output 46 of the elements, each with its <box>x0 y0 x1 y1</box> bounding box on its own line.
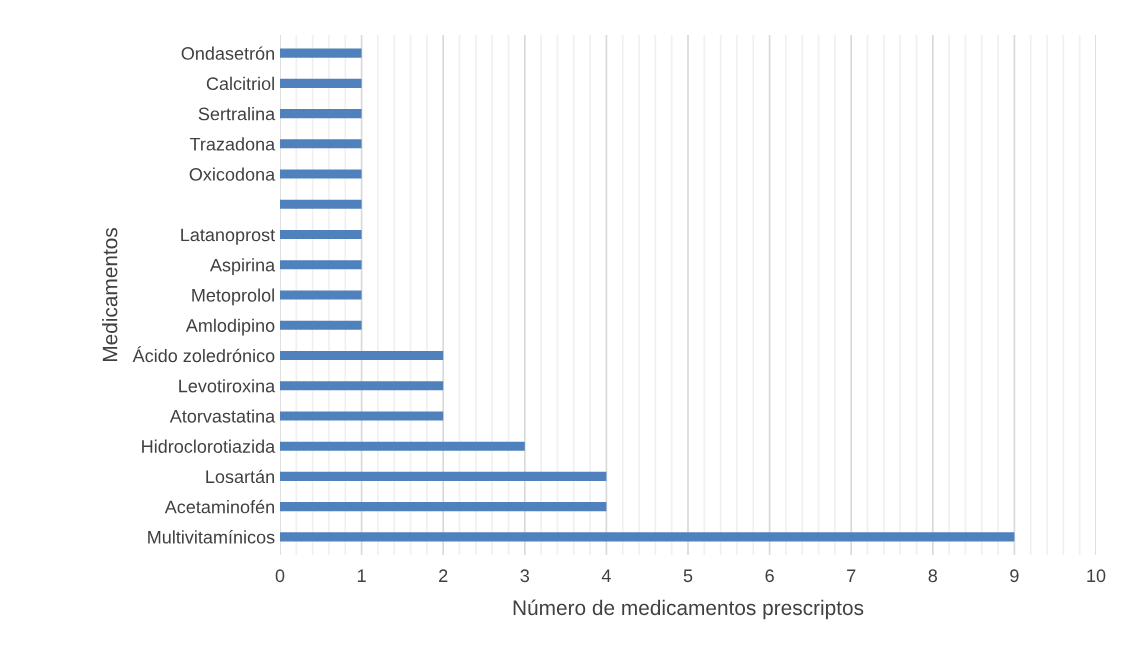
y-tick-label: Losartán <box>206 469 274 484</box>
x-tick-label: 6 <box>765 569 774 583</box>
y-tick-label: Ondasetrón <box>181 46 274 60</box>
bar <box>280 290 362 300</box>
x-tick-label: 0 <box>275 569 285 583</box>
bar <box>280 381 444 391</box>
x-tick-label: 8 <box>928 569 938 583</box>
x-tick-label: 5 <box>683 569 693 583</box>
x-tick-label: 9 <box>1010 569 1019 583</box>
x-tick-label: 7 <box>847 569 856 582</box>
x-tick-label: 2 <box>439 569 448 582</box>
bar <box>280 471 607 481</box>
bar <box>280 260 362 270</box>
bar <box>280 109 362 119</box>
y-tick-label: Levotiroxina <box>179 379 276 393</box>
x-tick-label: 1 <box>357 569 366 582</box>
y-tick-label: Ácido zoledrónico <box>132 346 275 363</box>
bar <box>280 169 362 179</box>
y-tick-label: Metoprolol <box>192 288 274 306</box>
bar <box>280 350 444 360</box>
bar <box>280 139 362 149</box>
y-axis-title: Medicamentos <box>102 228 118 362</box>
x-tick-label: 10 <box>1087 569 1106 583</box>
bar <box>280 199 362 209</box>
y-tick-label: Multivitamínicos <box>148 530 275 544</box>
y-tick-label: Hidroclorotiazida <box>142 439 276 453</box>
y-tick-label: Sertralina <box>198 107 276 121</box>
y-tick-label: Acetaminofén <box>164 499 274 514</box>
bar <box>280 532 1015 542</box>
bar <box>280 320 362 330</box>
y-tick-label: Calcitriol <box>206 76 274 91</box>
bar <box>280 230 362 240</box>
y-tick-label: Atorvastatina <box>169 409 276 423</box>
x-tick-label: 4 <box>601 569 611 582</box>
y-tick-label: Aspirina <box>209 258 276 276</box>
x-axis-title: Número de medicamentos prescriptos <box>513 599 864 620</box>
bar <box>280 411 444 421</box>
bar <box>280 502 607 512</box>
y-tick-label: Oxicodona <box>189 167 276 181</box>
bar <box>280 441 525 451</box>
x-tick-label: 3 <box>520 569 530 583</box>
y-tick-label: Latanoprost <box>181 228 276 245</box>
y-tick-label: Amlodipino <box>185 318 275 336</box>
bar <box>280 48 362 58</box>
bar <box>280 78 362 88</box>
y-tick-label: Trazadona <box>189 137 276 151</box>
